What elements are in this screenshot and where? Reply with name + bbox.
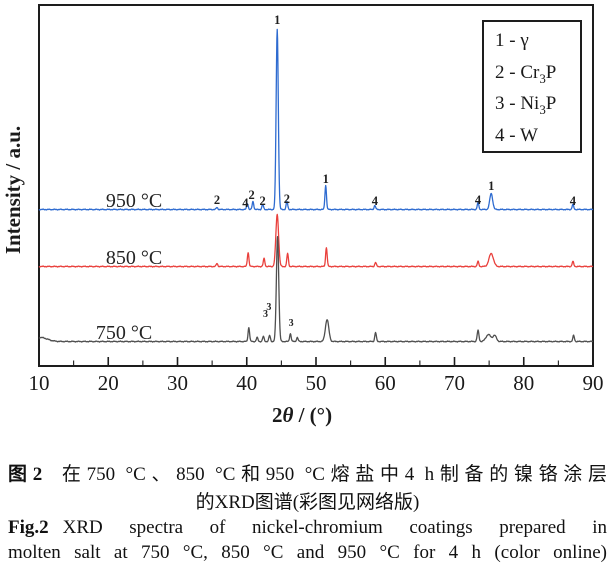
peak-label-2: 2	[214, 193, 220, 207]
x-tick-label: 70	[444, 371, 465, 395]
x-tick-label: 90	[583, 371, 604, 395]
peak-label-1: 1	[323, 172, 329, 186]
caption-en-text: XRD spectra of nickel-chromium coatings …	[62, 517, 607, 538]
peak-label-2: 2	[260, 194, 266, 208]
x-tick-label: 10	[29, 371, 50, 395]
peak-label-4: 4	[570, 194, 577, 208]
peak-label-3: 3	[263, 309, 268, 320]
peak-label-3: 3	[266, 302, 271, 313]
series-label-850c: 850 °C	[106, 247, 162, 269]
series-label-750c: 750 °C	[96, 322, 152, 344]
caption-chinese-line2: 的XRD图谱(彩图见网络版)	[195, 492, 420, 513]
legend-item-4: 4 - W	[495, 124, 538, 146]
peak-label-4: 4	[475, 193, 482, 207]
legend-item-3: 3 - Ni3P	[495, 93, 557, 117]
x-tick-label: 50	[306, 371, 327, 395]
x-tick-label: 40	[236, 371, 257, 395]
y-axis-label: Intensity / a.u.	[1, 126, 25, 254]
plot-frame	[38, 4, 594, 367]
caption-cn-fig-label: 图2	[8, 464, 43, 485]
legend-item-2: 2 - Cr3P	[495, 61, 557, 86]
curve-850c	[38, 213, 594, 268]
caption-cn-text: 在750 °C、850 °C和950 °C熔盐中4 h制备的镍铬涂层	[56, 464, 607, 485]
phase-legend: 1 - γ 2 - Cr3P 3 - Ni3P 4 - W	[482, 20, 582, 153]
peak-label-3: 3	[289, 318, 294, 329]
xrd-chart-svg: 10 20 30 40 50 60 70 80 90 2θ / (°) Intensity / a.…	[1, 4, 604, 427]
caption-english-line1: Fig.2 XRD spectra of nickel-chromium coat…	[8, 516, 607, 541]
caption-chinese-line1: 图2 在750 °C、850 °C和950 °C熔盐中4 h制备的镍铬涂层	[8, 460, 607, 489]
x-tick-label: 60	[375, 371, 396, 395]
peak-label-4: 4	[242, 196, 249, 210]
figure-caption: 图2 在750 °C、850 °C和950 °C熔盐中4 h制备的镍铬涂层 的XR…	[0, 460, 615, 565]
series-label-950c: 950 °C	[106, 190, 162, 212]
caption-english-line2: molten salt at 750 °C, 850 °C and 950 °C…	[8, 541, 607, 563]
xrd-chart: 10 20 30 40 50 60 70 80 90 2θ / (°) Intensity / a.…	[1, 4, 604, 427]
peak-label-1: 1	[274, 13, 280, 27]
x-tick-label: 80	[513, 371, 534, 395]
curve-950c	[38, 28, 594, 211]
x-tick-label: 30	[167, 371, 188, 395]
x-tick-label: 20	[98, 371, 119, 395]
peak-label-4: 4	[372, 194, 379, 208]
peak-label-1: 1	[488, 179, 494, 193]
peak-label-2: 2	[284, 192, 290, 206]
x-axis-label: 2θ / (°)	[272, 403, 332, 427]
legend-item-1: 1 - γ	[495, 30, 529, 51]
curve-750c	[38, 236, 594, 343]
peak-label-2: 2	[248, 188, 254, 202]
caption-en-fig-label: Fig.2	[8, 517, 49, 538]
